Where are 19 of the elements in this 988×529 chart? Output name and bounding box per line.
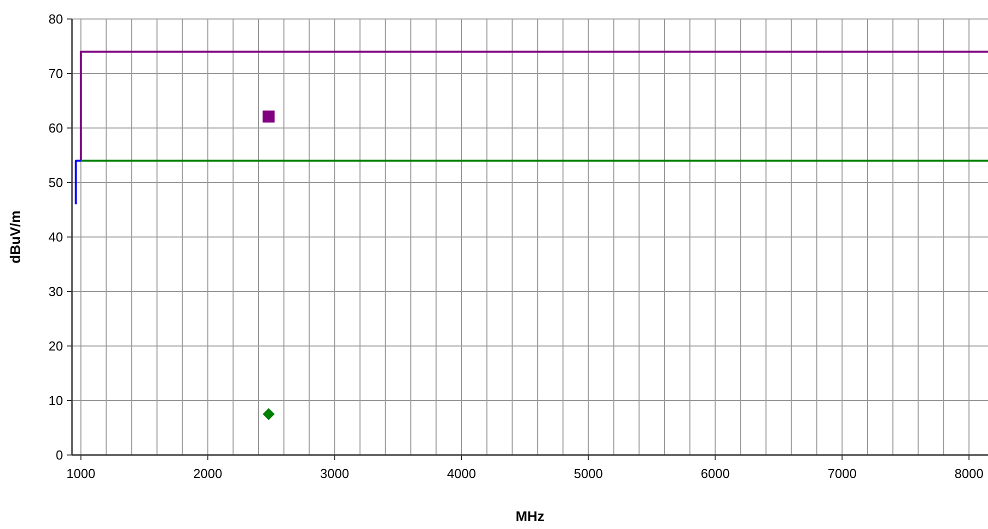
y-tick-label: 30 bbox=[48, 284, 63, 300]
y-tick-label: 70 bbox=[48, 66, 63, 82]
x-tick-label: 6000 bbox=[700, 466, 730, 481]
y-tick-label: 50 bbox=[48, 175, 63, 190]
y-tick-label: 80 bbox=[48, 12, 63, 27]
x-axis-title: MHz bbox=[516, 508, 544, 524]
y-tick-label: 60 bbox=[48, 120, 63, 136]
y-tick-label: 0 bbox=[56, 448, 63, 463]
x-tick-label: 2000 bbox=[193, 466, 222, 481]
x-tick-label: 5000 bbox=[574, 466, 603, 481]
x-tick-label: 3000 bbox=[320, 466, 350, 481]
y-tick-label: 10 bbox=[48, 393, 63, 408]
y-tick-label: 20 bbox=[48, 338, 63, 354]
x-tick-label: 4000 bbox=[447, 466, 476, 481]
x-tick-label: 1000 bbox=[66, 466, 96, 481]
y-tick-label: 40 bbox=[48, 230, 63, 245]
x-tick-label: 7000 bbox=[828, 466, 857, 481]
y-axis-title: dBuV/m bbox=[7, 210, 23, 264]
x-tick-label: 8000 bbox=[954, 466, 984, 481]
